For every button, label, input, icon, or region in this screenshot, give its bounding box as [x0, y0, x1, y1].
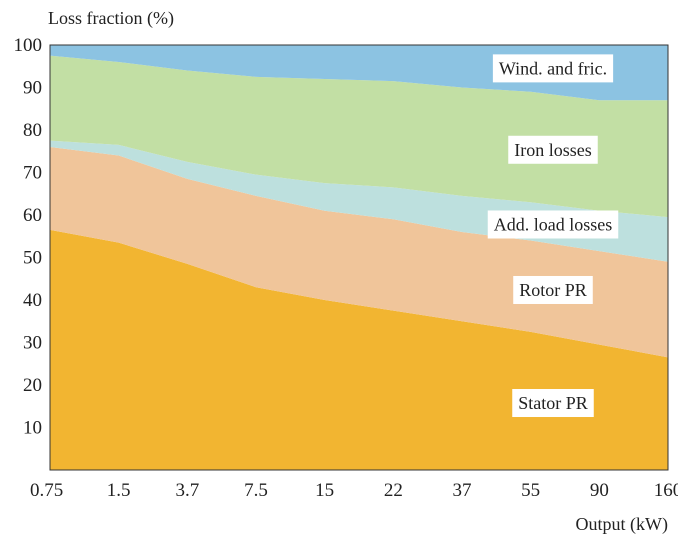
y-tick-label: 30: [23, 333, 42, 354]
x-tick-label: 7.5: [244, 480, 268, 501]
series-labels: Stator PR Rotor PR Add. load losses Iron lo…: [487, 54, 619, 418]
label-iron-losses: Iron losses: [508, 135, 598, 164]
series-label-box: [513, 275, 593, 304]
y-tick-label: 40: [23, 290, 42, 311]
series-label-text: Stator PR: [518, 393, 588, 413]
series-label-text: Iron losses: [514, 140, 592, 160]
y-tick-label: 80: [23, 120, 42, 141]
x-tick-label: 3.7: [175, 480, 199, 501]
y-tick-label: 50: [23, 248, 42, 269]
x-axis-title: Output (kW): [576, 514, 668, 535]
series-label-box: [487, 210, 619, 239]
x-tick-label: 15: [315, 480, 334, 501]
area-iron-losses: [50, 55, 668, 218]
y-tick-label: 60: [23, 205, 42, 226]
y-axis-title: Loss fraction (%): [48, 8, 174, 29]
label-stator-pr: Stator PR: [512, 389, 594, 418]
x-tick-label: 90: [590, 480, 609, 501]
series-label-text: Wind. and fric.: [499, 58, 607, 78]
series-label-box: [512, 389, 594, 418]
y-axis-ticks: 10 20 30 40 50 60 70 80 90 100: [14, 35, 43, 439]
x-tick-label: 55: [521, 480, 540, 501]
plot-frame: [49, 44, 669, 471]
y-tick-label: 70: [23, 163, 42, 184]
y-tick-label: 20: [23, 375, 42, 396]
label-wind-and-fric: Wind. and fric.: [492, 54, 614, 83]
y-tick-label: 10: [23, 418, 42, 439]
x-axis-ticks: 0.75 1.5 3.7 7.5 15 22 37 55 90 160: [30, 480, 678, 501]
series-label-box: [492, 54, 614, 83]
x-tick-label: 1.5: [107, 480, 131, 501]
y-tick-label: 100: [14, 35, 43, 56]
x-tick-label: 37: [453, 480, 472, 501]
label-add-load-losses: Add. load losses: [487, 210, 619, 239]
y-tick-label: 90: [23, 78, 42, 99]
series-label-box: [508, 135, 598, 164]
series-label-text: Rotor PR: [519, 280, 587, 300]
x-tick-label: 22: [384, 480, 403, 501]
x-tick-label: 160: [654, 480, 678, 501]
area-rotor-pr: [50, 147, 668, 358]
label-rotor-pr: Rotor PR: [513, 275, 593, 304]
x-tick-label: 0.75: [30, 480, 63, 501]
series-label-text: Add. load losses: [494, 214, 613, 234]
